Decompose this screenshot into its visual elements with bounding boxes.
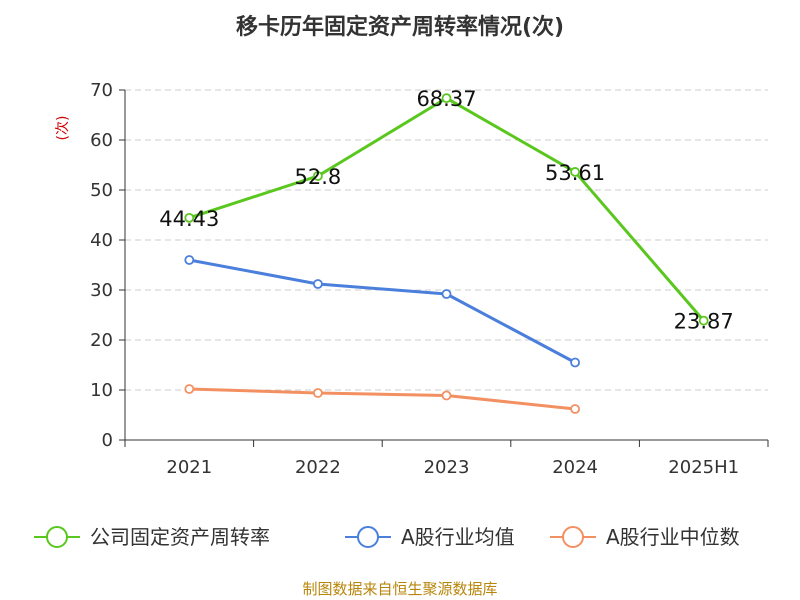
x-tick-label: 2025H1 [668,457,739,478]
data-label: 23.87 [674,310,734,334]
data-labels: 44.43 52.8 68.37 53.61 23.87 [159,87,734,334]
data-point [184,255,195,265]
series-line-1 [188,96,705,322]
x-tick-label: 2021 [166,457,212,478]
data-point [312,279,323,289]
axes: 0 10 20 30 40 50 60 70 2021 2022 2023 2024 2025H1 [90,80,769,478]
y-tick-label: 40 [90,230,113,251]
data-point [441,289,452,299]
grid-lines [125,89,768,391]
data-point [184,212,195,223]
series-line-2 [189,258,576,364]
x-tick-label: 2024 [552,457,598,478]
y-axis-label: (次) [55,116,71,141]
legend-marker [46,526,68,548]
data-point [698,315,709,326]
x-tick-label: 2022 [295,457,341,478]
y-tick-label: 10 [90,380,113,401]
y-tick-label: 0 [102,430,113,451]
data-label: 44.43 [159,207,219,231]
legend-label: A股行业均值 [401,525,515,549]
data-point [570,357,580,368]
series-layer [184,93,709,414]
data-point [184,384,195,394]
data-point [312,388,323,398]
chart-title: 移卡历年固定资产周转率情况(次) [236,14,564,40]
data-label: 53.61 [545,161,605,185]
y-tick-label: 50 [90,180,113,201]
y-tick-label: 20 [90,330,113,351]
legend: 公司固定资产周转率 A股行业均值 A股行业中位数 [34,525,740,549]
x-tick-label: 2023 [424,457,470,478]
source-note: 制图数据来自恒生聚源数据库 [302,580,497,598]
y-tick-label: 30 [90,280,113,301]
data-point [570,167,580,177]
y-tick-label: 70 [90,80,113,101]
data-point [312,171,323,181]
data-label: 68.37 [416,87,476,111]
legend-label: A股行业中位数 [606,525,740,549]
data-point [441,93,452,104]
data-point [441,390,452,401]
data-label: 52.8 [295,165,342,189]
legend-marker [562,526,584,548]
series-line-3 [189,387,576,411]
legend-marker [357,526,379,548]
legend-label: 公司固定资产周转率 [90,525,270,549]
y-tick-label: 60 [90,130,113,151]
data-point [570,404,580,414]
